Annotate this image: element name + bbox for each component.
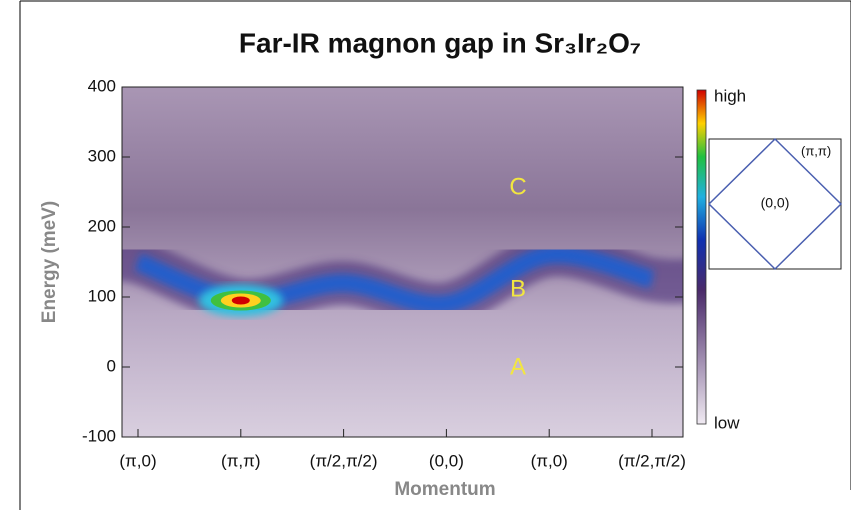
branch-label: A	[510, 353, 526, 380]
y-tick-label: 0	[107, 356, 116, 375]
y-tick-label: -100	[82, 426, 116, 445]
intensity-map	[122, 232, 683, 379]
x-tick-label: (π/2,π/2)	[618, 451, 686, 470]
x-tick-label: (π,0)	[119, 451, 156, 470]
branch-label: C	[509, 173, 526, 200]
title: Far-IR magnon gap in Sr₃Ir₂O₇	[239, 27, 641, 58]
y-tick-label: 100	[88, 286, 116, 305]
colorbar-high: high	[714, 86, 746, 105]
x-tick-label: (π,π)	[221, 451, 261, 470]
y-tick-label: 300	[88, 146, 116, 165]
x-tick-label: (π,0)	[531, 451, 568, 470]
plot-frame	[121, 86, 684, 438]
peak	[231, 296, 250, 305]
inset-corner-label: (π,π)	[801, 143, 831, 158]
branch-label: B	[510, 275, 526, 302]
colorbar-low: low	[714, 413, 740, 432]
x-axis-label: Momentum	[394, 479, 495, 500]
inset-center-label: (0,0)	[761, 195, 790, 211]
y-tick-label: 200	[88, 216, 116, 235]
y-tick-label: 400	[88, 76, 116, 95]
x-tick-label: (0,0)	[429, 451, 464, 470]
colorbar	[696, 89, 707, 425]
x-tick-label: (π/2,π/2)	[310, 451, 378, 470]
brillouin-zone	[707, 137, 843, 271]
y-axis-label: Energy (meV)	[39, 201, 60, 323]
